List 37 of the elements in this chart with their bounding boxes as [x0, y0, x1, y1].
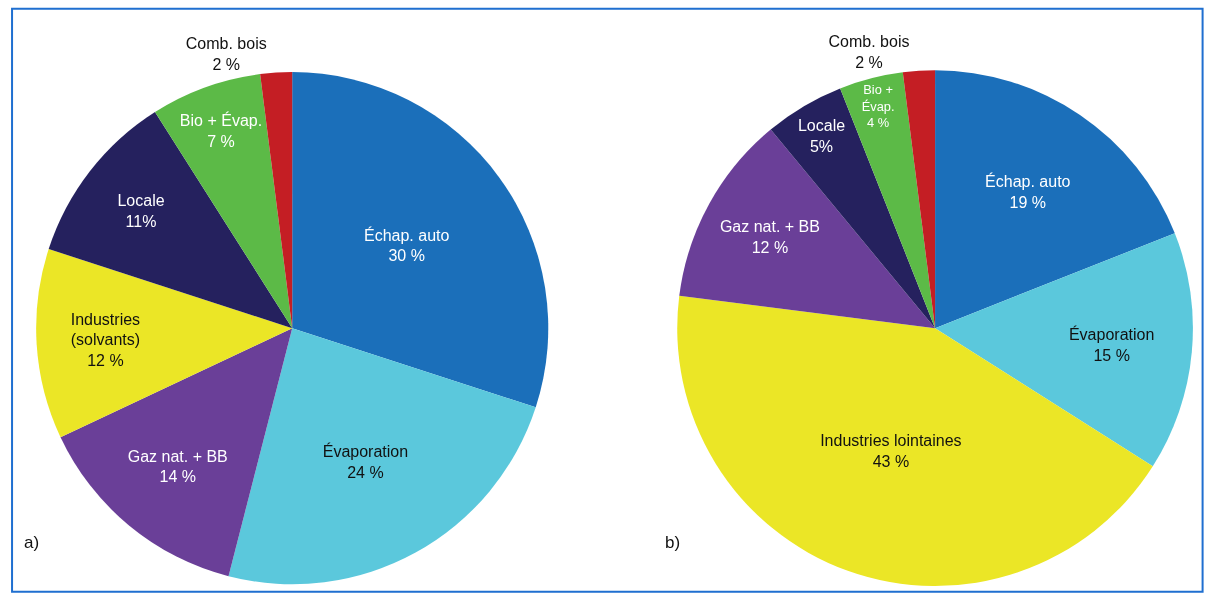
slice-label: Évaporation — [1068, 325, 1155, 344]
pie-slice — [48, 111, 293, 329]
slice-label: Industries lointaines — [820, 432, 962, 450]
data-label: 14 % — [159, 468, 196, 486]
pie-slice — [228, 328, 536, 585]
slice-label: Locale — [117, 192, 165, 210]
pie-slice — [677, 295, 1153, 586]
data-label: 19 % — [1009, 194, 1047, 212]
data-label: 12 % — [751, 239, 789, 257]
pie-slice — [679, 129, 936, 329]
data-label: 43 % — [872, 452, 910, 470]
text: a) — [24, 533, 40, 552]
data-label: 30 % — [388, 247, 425, 265]
slice-label: Locale — [797, 117, 846, 135]
slice-label: Gaz nat. + BB — [719, 218, 820, 236]
pie-slice — [60, 328, 293, 577]
data-label: 5% — [809, 138, 834, 156]
slice-label: Bio + Évap. — [179, 110, 263, 129]
data-label: 15 % — [1093, 347, 1130, 365]
data-label: 7 % — [207, 132, 235, 150]
data-label: 24 % — [347, 463, 384, 481]
pie-slice — [36, 249, 293, 438]
slice-label: Gaz nat. + BB — [127, 447, 228, 465]
slice-label: Comb. bois — [828, 33, 910, 51]
data-label: 12 % — [87, 352, 124, 370]
slice-label: Évaporation — [322, 441, 409, 460]
data-label: 11% — [125, 212, 157, 230]
pie-slice — [292, 72, 548, 408]
slice-label: Industries (solvants) — [70, 310, 141, 349]
slice-label: Bio + Évap. — [861, 81, 895, 114]
data-label: 2 % — [855, 53, 883, 71]
data-label: 2 % — [212, 55, 241, 73]
slice-label: Comb. bois — [185, 34, 267, 52]
slice-label: Échap. auto — [363, 225, 450, 244]
slice-label: Échap. auto — [985, 172, 1071, 191]
text: b) — [665, 533, 681, 552]
data-label: 4 % — [867, 115, 890, 131]
